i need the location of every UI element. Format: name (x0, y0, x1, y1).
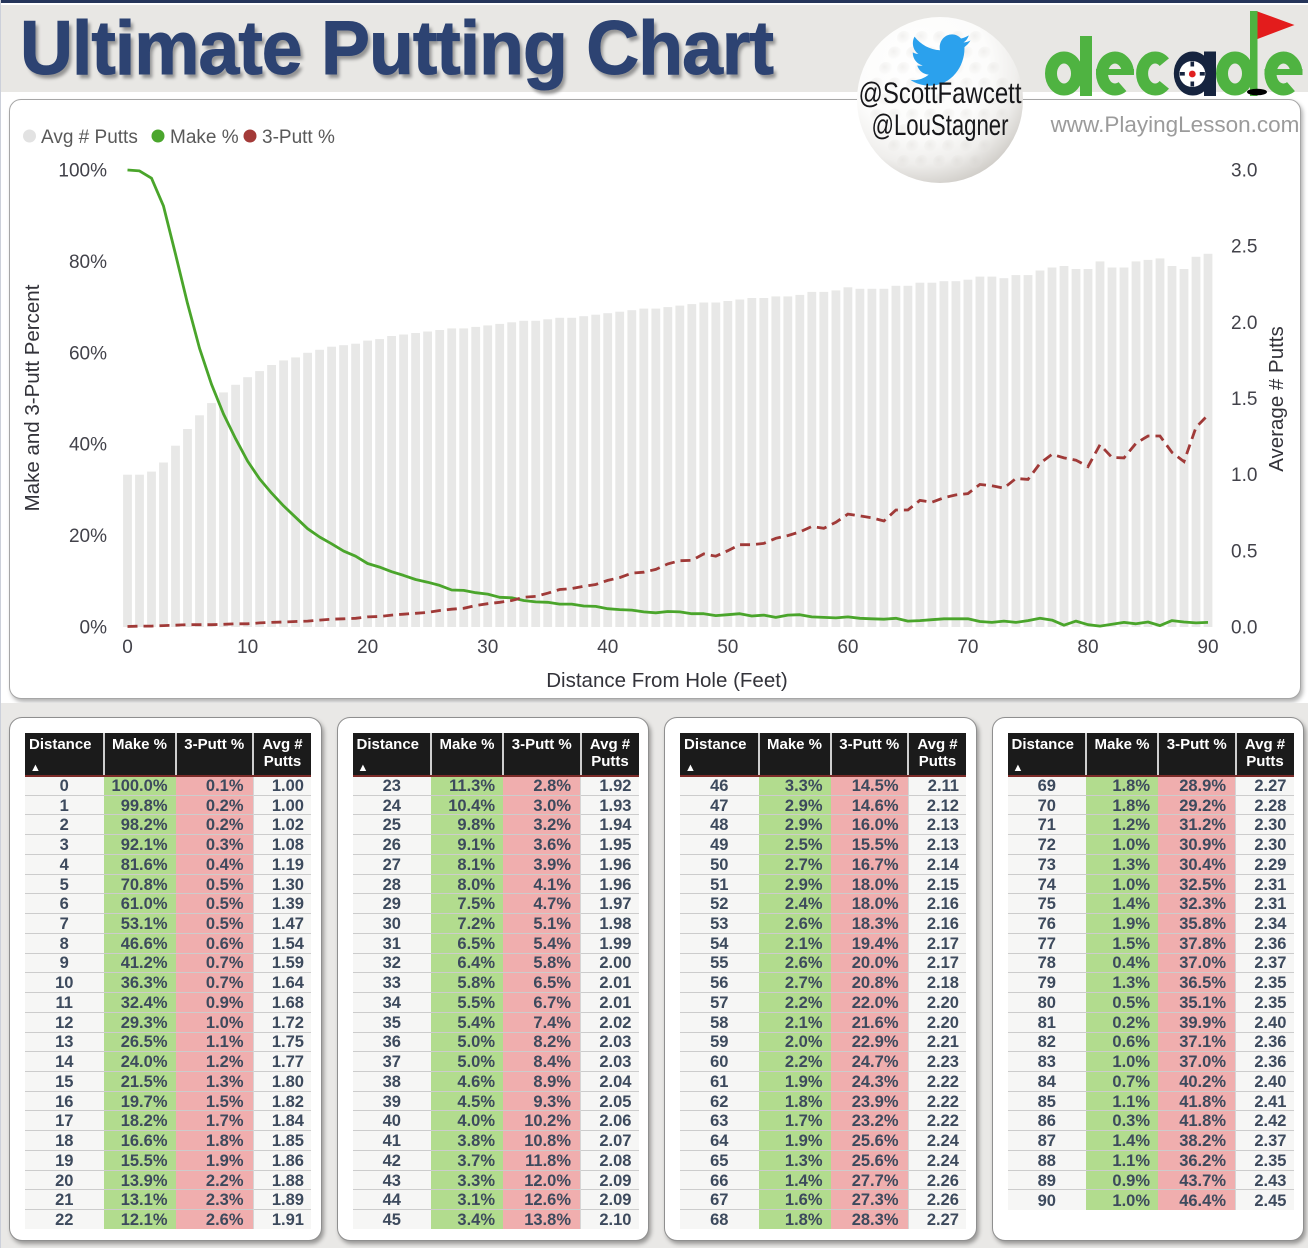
svg-text:20: 20 (357, 637, 378, 658)
svg-text:80%: 80% (69, 252, 107, 273)
svg-text:3.0: 3.0 (1231, 161, 1257, 182)
svg-text:40: 40 (597, 637, 618, 658)
svg-text:10: 10 (237, 637, 258, 658)
svg-text:Avg # Putts: Avg # Putts (41, 127, 138, 148)
svg-text:0.5: 0.5 (1231, 541, 1257, 562)
svg-text:50: 50 (717, 637, 738, 658)
svg-text:2.0: 2.0 (1231, 313, 1257, 334)
svg-text:60%: 60% (69, 343, 107, 364)
svg-text:0.0: 0.0 (1231, 618, 1257, 639)
svg-text:Average # Putts: Average # Putts (1265, 326, 1288, 472)
svg-text:1.0: 1.0 (1231, 465, 1257, 486)
svg-text:80: 80 (1077, 637, 1098, 658)
svg-text:@LouStagner: @LouStagner (872, 109, 1009, 142)
svg-text:Make %: Make % (170, 127, 239, 148)
svg-text:Distance From Hole (Feet): Distance From Hole (Feet) (546, 669, 788, 692)
svg-text:90: 90 (1197, 637, 1218, 658)
svg-text:100%: 100% (58, 161, 107, 182)
svg-text:30: 30 (477, 637, 498, 658)
svg-text:Make and 3-Putt Percent: Make and 3-Putt Percent (21, 284, 44, 511)
svg-text:0%: 0% (80, 618, 108, 639)
svg-text:1.5: 1.5 (1231, 389, 1257, 410)
svg-text:3-Putt %: 3-Putt % (262, 127, 335, 148)
svg-text:40%: 40% (69, 435, 107, 456)
svg-text:60: 60 (837, 637, 858, 658)
svg-text:@ScottFawcett: @ScottFawcett (859, 77, 1022, 110)
svg-text:2.5: 2.5 (1231, 237, 1257, 258)
svg-text:20%: 20% (69, 526, 107, 547)
svg-text:70: 70 (957, 637, 978, 658)
svg-text:0: 0 (122, 637, 133, 658)
